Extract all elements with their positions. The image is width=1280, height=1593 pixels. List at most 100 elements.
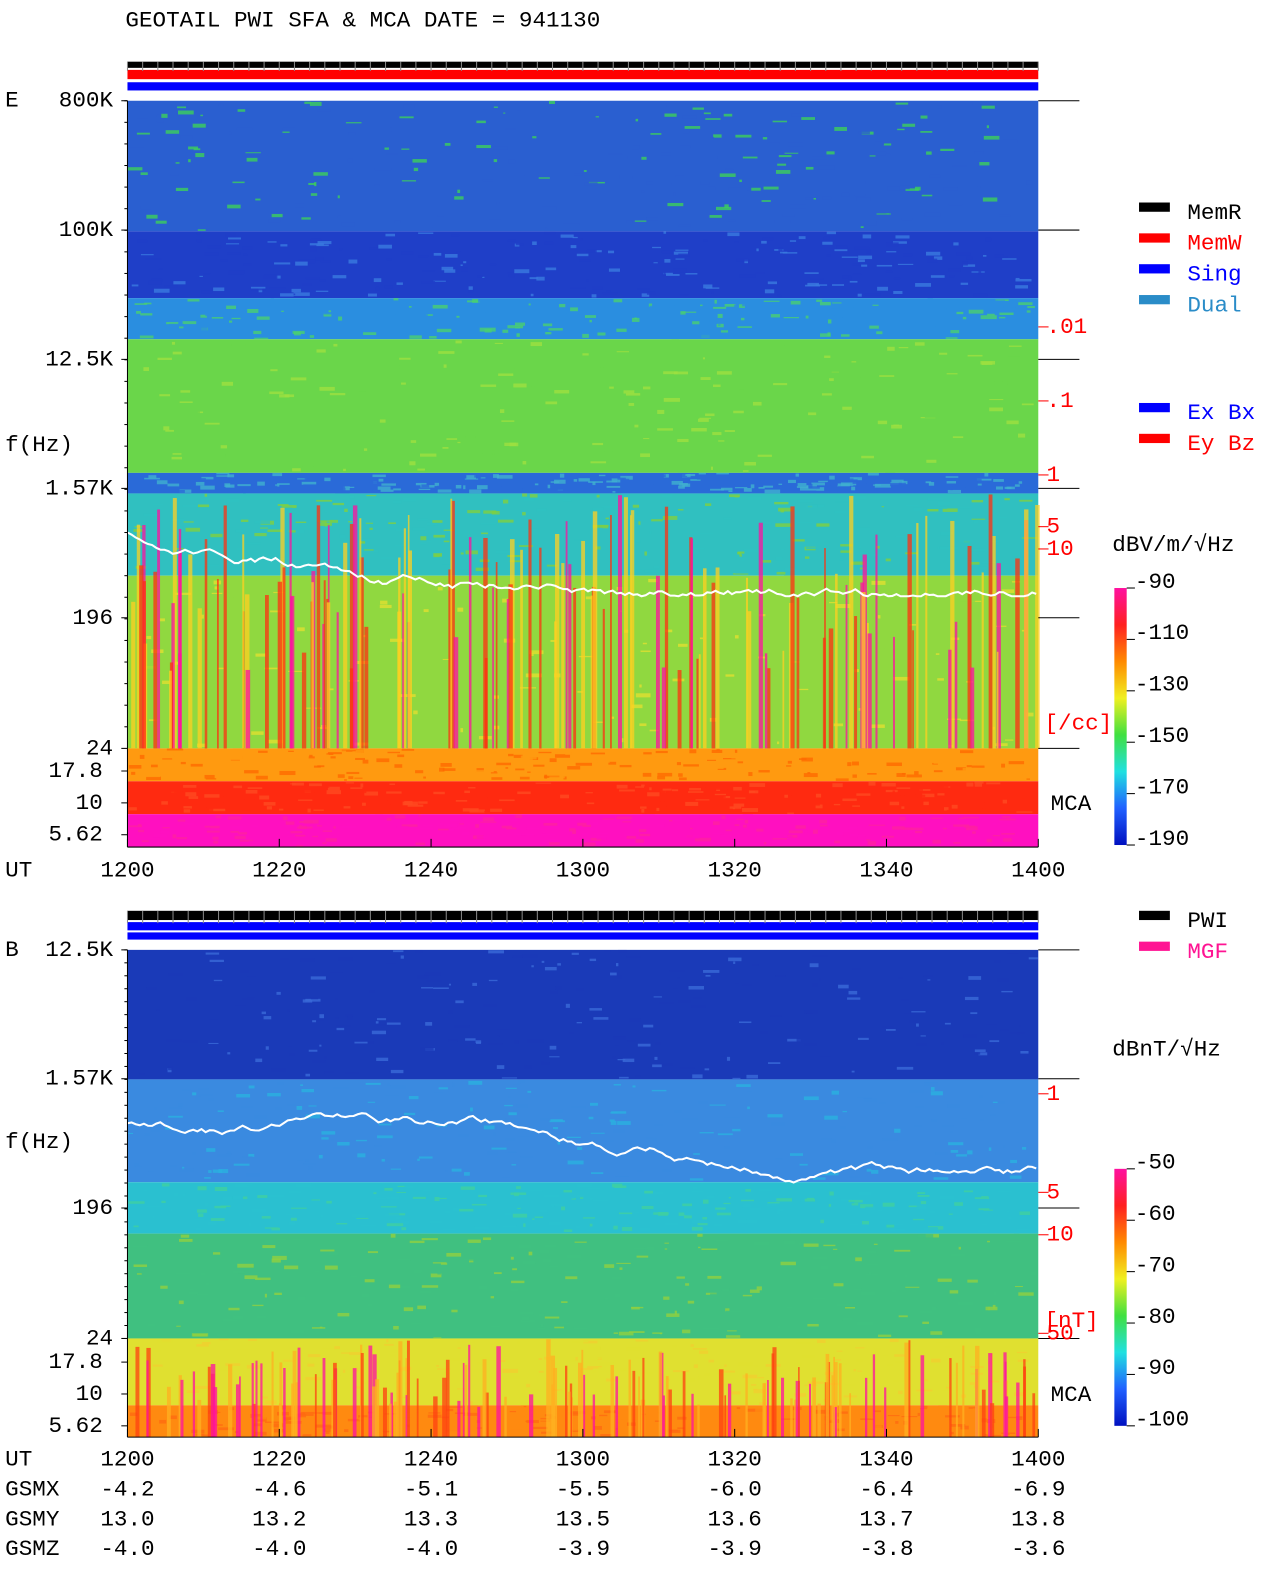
spectrogram-noise [943,1419,952,1421]
spectrogram-noise [886,1224,895,1228]
spectrogram-noise [767,1202,780,1204]
spectrogram-noise [451,234,460,237]
spectrogram-noise [422,1189,432,1192]
spectrogram-noise [611,1111,627,1114]
spectrogram-noise [988,419,997,421]
spectrogram-noise [243,1196,248,1200]
spectrogram-noise [367,293,377,297]
panel-label: E [5,88,19,114]
spectrogram-noise [606,290,611,294]
spectrogram-noise [213,287,225,292]
spectrogram-noise [319,279,326,282]
spectrogram-streak [904,1342,909,1438]
spectrogram-noise [980,361,996,365]
spectrogram-streak [495,562,498,749]
spectrogram-noise [513,1192,519,1197]
spectrogram-noise [536,508,547,512]
spectrogram-streak [790,506,795,749]
spectrogram-noise [978,1208,990,1211]
spectrogram-noise [531,384,535,388]
spectrogram-noise [351,1213,366,1218]
spectrogram-noise [373,278,382,283]
spectrogram-noise [285,1213,293,1216]
spectrogram-noise [322,842,327,844]
spectrogram-noise [882,1138,898,1141]
spectrogram-noise [319,386,335,391]
spectrogram-noise [813,197,817,200]
spectrogram-noise [308,182,316,186]
spectrogram-noise [341,825,357,829]
spectrogram-noise [248,840,264,843]
spectrogram-noise [946,825,964,829]
spectrogram-noise [699,1350,709,1354]
spectrogram-noise [307,1363,315,1367]
spectrogram-noise [618,1212,633,1215]
spectrogram-noise [604,1297,609,1300]
spectrogram-noise [710,1293,717,1296]
density-unit: [nT] [1044,1308,1098,1334]
spectrogram-noise [859,395,871,400]
spectrogram-noise [955,767,966,771]
orbit-row-name: GSMY [5,1506,60,1532]
spectrogram-streak [468,1344,471,1438]
spectrogram-noise [463,593,469,596]
spectrogram-noise [305,1377,321,1381]
spectrogram-noise [747,1106,750,1110]
spectrogram-noise [762,237,774,241]
spectrogram-noise [782,842,799,846]
spectrogram-noise [664,1222,679,1226]
spectrogram-noise [242,490,246,494]
spectrogram-noise [776,485,781,487]
spectrogram-noise [204,422,220,425]
spectrogram-noise [643,752,652,755]
spectrogram-noise [725,168,734,170]
colorbar-tick-label: -170 [1135,774,1189,800]
spectrogram-noise [454,196,464,200]
spectrogram-noise [642,814,655,819]
spectrogram-noise [770,314,780,318]
spectrogram-noise [246,1183,253,1186]
spectrogram-noise [894,1360,908,1364]
spectrogram-noise [1008,761,1025,765]
spectrogram-noise [960,1412,976,1417]
spectrogram-noise [733,803,745,807]
spectrogram-noise [1006,486,1015,490]
spectrogram-noise [525,212,538,215]
spectrogram-noise [810,680,822,684]
spectrogram-noise [680,311,686,315]
spectrogram-noise [437,1270,441,1275]
spectrogram-noise [981,561,996,564]
spectrogram-noise [192,745,197,748]
spectrogram-noise [901,217,913,221]
spectrogram-noise [736,842,750,845]
orbit-value: -4.0 [404,1536,458,1562]
spectrogram-noise [1003,838,1012,842]
spectrogram-noise [734,791,746,794]
spectrogram-noise [445,1210,451,1214]
spectrogram-noise [419,828,434,830]
spectrogram-noise [613,1084,621,1086]
spectrogram-noise [470,1107,473,1112]
spectrogram-noise [696,783,706,788]
spectrogram-noise [207,386,219,390]
spectrogram-noise [807,772,811,774]
spectrogram-noise [182,321,197,325]
spectrogram-noise [550,990,558,994]
spectrogram-noise [838,984,849,989]
spectrogram-noise [301,1089,314,1093]
spectrogram-noise [632,504,640,508]
spectrogram-noise [244,542,261,545]
spectrogram-noise [654,798,665,802]
spectrogram-noise [473,755,477,759]
spectrogram-streak [988,1353,993,1438]
spectrogram-noise [253,841,259,844]
spectrogram-noise [881,835,895,838]
spectrogram-noise [950,330,960,334]
spectrogram-noise [328,1251,339,1256]
spectrogram-noise [950,1253,966,1256]
spectrogram-noise [382,1115,385,1119]
spectrogram-noise [487,301,500,304]
spectrogram-noise [882,683,888,686]
spectrogram-noise [281,310,284,312]
spectrogram-noise [624,750,630,754]
